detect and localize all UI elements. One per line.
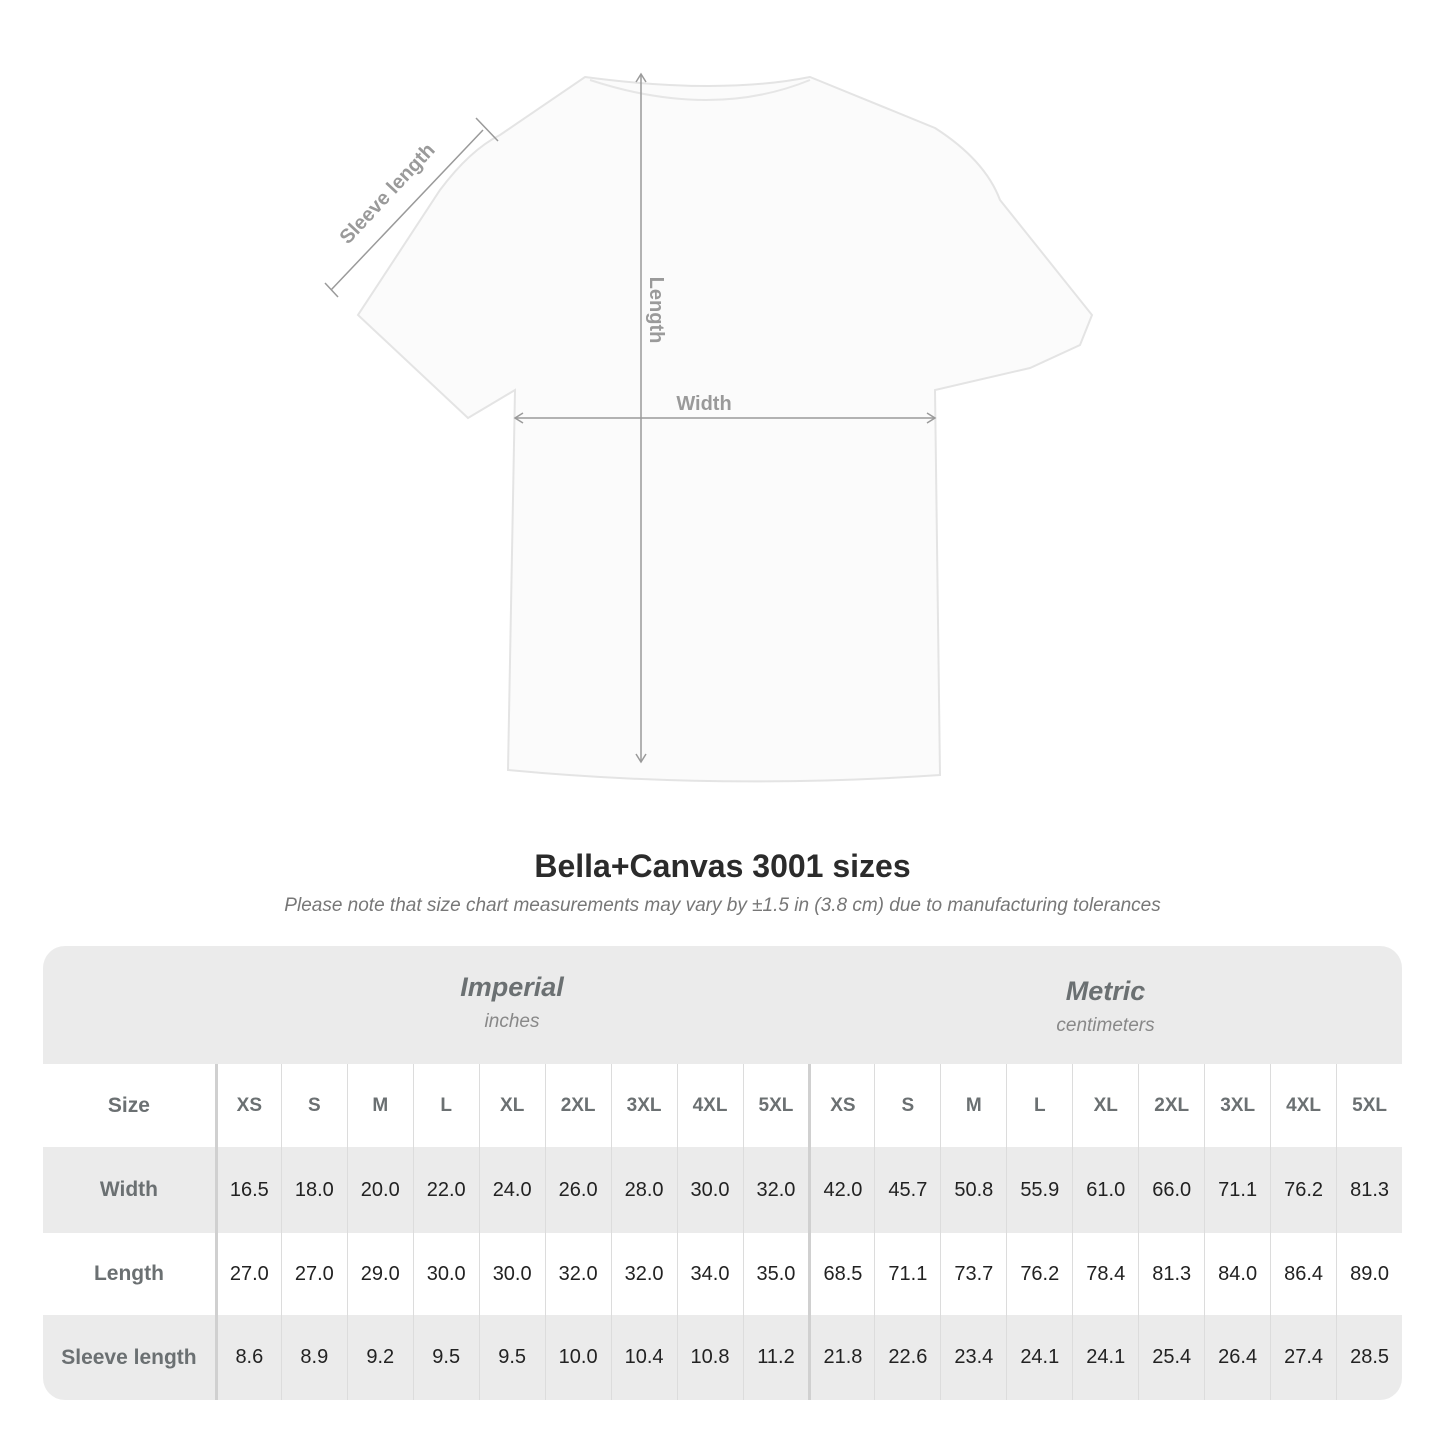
table-cell: 81.3 bbox=[1138, 1233, 1204, 1315]
size-header-cell: 2XL bbox=[1138, 1064, 1204, 1147]
table-cell: 86.4 bbox=[1270, 1233, 1336, 1315]
size-header-cell: 4XL bbox=[676, 1064, 743, 1147]
table-cell: 76.2 bbox=[1270, 1147, 1336, 1233]
size-header-cell: XS bbox=[214, 1064, 281, 1147]
table-row: Sleeve length 8.6 8.9 9.2 9.5 9.5 10.0 10.4 10.8… bbox=[43, 1315, 1402, 1400]
metric-header: Metric centimeters bbox=[809, 946, 1402, 1094]
size-header-cell: 4XL bbox=[1270, 1064, 1336, 1147]
table-cell: 10.4 bbox=[610, 1315, 677, 1400]
size-header-cell: S bbox=[874, 1064, 940, 1147]
table-cell: 71.1 bbox=[874, 1233, 940, 1315]
table-cell: 8.6 bbox=[214, 1315, 281, 1400]
table-cell: 10.8 bbox=[676, 1315, 743, 1400]
table-cell: 27.0 bbox=[280, 1233, 347, 1315]
table-cell: 16.5 bbox=[214, 1147, 281, 1233]
imperial-unit: inches bbox=[484, 1011, 540, 1032]
imperial-title: Imperial bbox=[460, 972, 564, 1002]
table-cell: 27.0 bbox=[214, 1233, 281, 1315]
table-cell: 61.0 bbox=[1072, 1147, 1138, 1233]
table-cell: 76.2 bbox=[1006, 1233, 1072, 1315]
table-cell: 30.0 bbox=[412, 1233, 479, 1315]
table-cell: 28.5 bbox=[1336, 1315, 1402, 1400]
table-cell: 8.9 bbox=[280, 1315, 347, 1400]
tshirt-diagram: Sleeve length Length Width bbox=[324, 72, 1094, 783]
size-header-cell: 3XL bbox=[610, 1064, 677, 1147]
table-cell: 81.3 bbox=[1336, 1147, 1402, 1233]
table-cell: 30.0 bbox=[676, 1147, 743, 1233]
table-cell: 21.8 bbox=[808, 1315, 874, 1400]
table-cell: 32.0 bbox=[544, 1233, 611, 1315]
table-cell: 34.0 bbox=[676, 1233, 743, 1315]
row-label: Sleeve length bbox=[61, 1345, 197, 1369]
size-header-cell: 2XL bbox=[544, 1064, 611, 1147]
table-cell: 11.2 bbox=[742, 1315, 809, 1400]
table-cell: 25.4 bbox=[1138, 1315, 1204, 1400]
size-header-cell: XL bbox=[1072, 1064, 1138, 1147]
size-header-cell: 3XL bbox=[1204, 1064, 1270, 1147]
size-header-cell: 5XL bbox=[1336, 1064, 1402, 1147]
imperial-header: Imperial inches bbox=[215, 946, 809, 1090]
row-label: Length bbox=[93, 1262, 164, 1285]
row-label: Width bbox=[99, 1178, 158, 1201]
table-cell: 50.8 bbox=[940, 1147, 1006, 1233]
table-cell: 35.0 bbox=[742, 1233, 809, 1315]
size-header-cell: S bbox=[280, 1064, 347, 1147]
table-cell: 23.4 bbox=[940, 1315, 1006, 1400]
table-row: Width 16.5 18.0 20.0 22.0 24.0 26.0 28.0 30.0 32.… bbox=[43, 1147, 1402, 1233]
table-cell: 32.0 bbox=[610, 1233, 677, 1315]
table-cell: 55.9 bbox=[1006, 1147, 1072, 1233]
table-cell: 9.5 bbox=[478, 1315, 545, 1400]
size-header-cell: L bbox=[1006, 1064, 1072, 1147]
table-cell: 24.1 bbox=[1006, 1315, 1072, 1400]
table-cell: 26.4 bbox=[1204, 1315, 1270, 1400]
size-row: Size XS S M L XL 2XL 3XL 4XL 5XL XS S M L XL 2XL 3XL 4XL… bbox=[43, 1064, 1402, 1147]
metric-unit: centimeters bbox=[1056, 1015, 1155, 1036]
page-subtitle: Please note that size chart measurements… bbox=[284, 895, 1161, 916]
table-cell: 42.0 bbox=[808, 1147, 874, 1233]
tshirt-shape bbox=[356, 75, 1094, 783]
table-cell: 89.0 bbox=[1336, 1233, 1402, 1315]
table-cell: 24.1 bbox=[1072, 1315, 1138, 1400]
table-cell: 84.0 bbox=[1204, 1233, 1270, 1315]
table-cell: 71.1 bbox=[1204, 1147, 1270, 1233]
size-table: Imperial inches Metric centimeters Size … bbox=[43, 946, 1402, 1400]
table-cell: 27.4 bbox=[1270, 1315, 1336, 1400]
length-label: Length bbox=[645, 277, 667, 344]
table-cell: 22.6 bbox=[874, 1315, 940, 1400]
table-row: Length 27.0 27.0 29.0 30.0 30.0 32.0 32.0 34.0 35… bbox=[43, 1233, 1402, 1315]
metric-title: Metric bbox=[1065, 976, 1146, 1006]
table-cell: 29.0 bbox=[346, 1233, 413, 1315]
table-cell: 26.0 bbox=[544, 1147, 611, 1233]
size-header-cell: XL bbox=[478, 1064, 545, 1147]
size-header-cell: L bbox=[412, 1064, 479, 1147]
size-header-cell: 5XL bbox=[742, 1064, 809, 1147]
table-cell: 20.0 bbox=[346, 1147, 413, 1233]
table-cell: 10.0 bbox=[544, 1315, 611, 1400]
width-label: Width bbox=[676, 393, 731, 415]
table-cell: 78.4 bbox=[1072, 1233, 1138, 1315]
table-cell: 68.5 bbox=[808, 1233, 874, 1315]
table-cell: 24.0 bbox=[478, 1147, 545, 1233]
size-label: Size bbox=[107, 1093, 150, 1117]
size-header-cell: XS bbox=[808, 1064, 874, 1147]
table-cell: 22.0 bbox=[412, 1147, 479, 1233]
table-cell: 66.0 bbox=[1138, 1147, 1204, 1233]
table-cell: 73.7 bbox=[940, 1233, 1006, 1315]
table-cell: 9.2 bbox=[346, 1315, 413, 1400]
table-cell: 9.5 bbox=[412, 1315, 479, 1400]
size-header-cell: M bbox=[346, 1064, 413, 1147]
table-cell: 28.0 bbox=[610, 1147, 677, 1233]
table-cell: 18.0 bbox=[280, 1147, 347, 1233]
size-header-cell: M bbox=[940, 1064, 1006, 1147]
page-title: Bella+Canvas 3001 sizes bbox=[534, 848, 911, 884]
table-cell: 30.0 bbox=[478, 1233, 545, 1315]
table-cell: 45.7 bbox=[874, 1147, 940, 1233]
table-cell: 32.0 bbox=[742, 1147, 809, 1233]
